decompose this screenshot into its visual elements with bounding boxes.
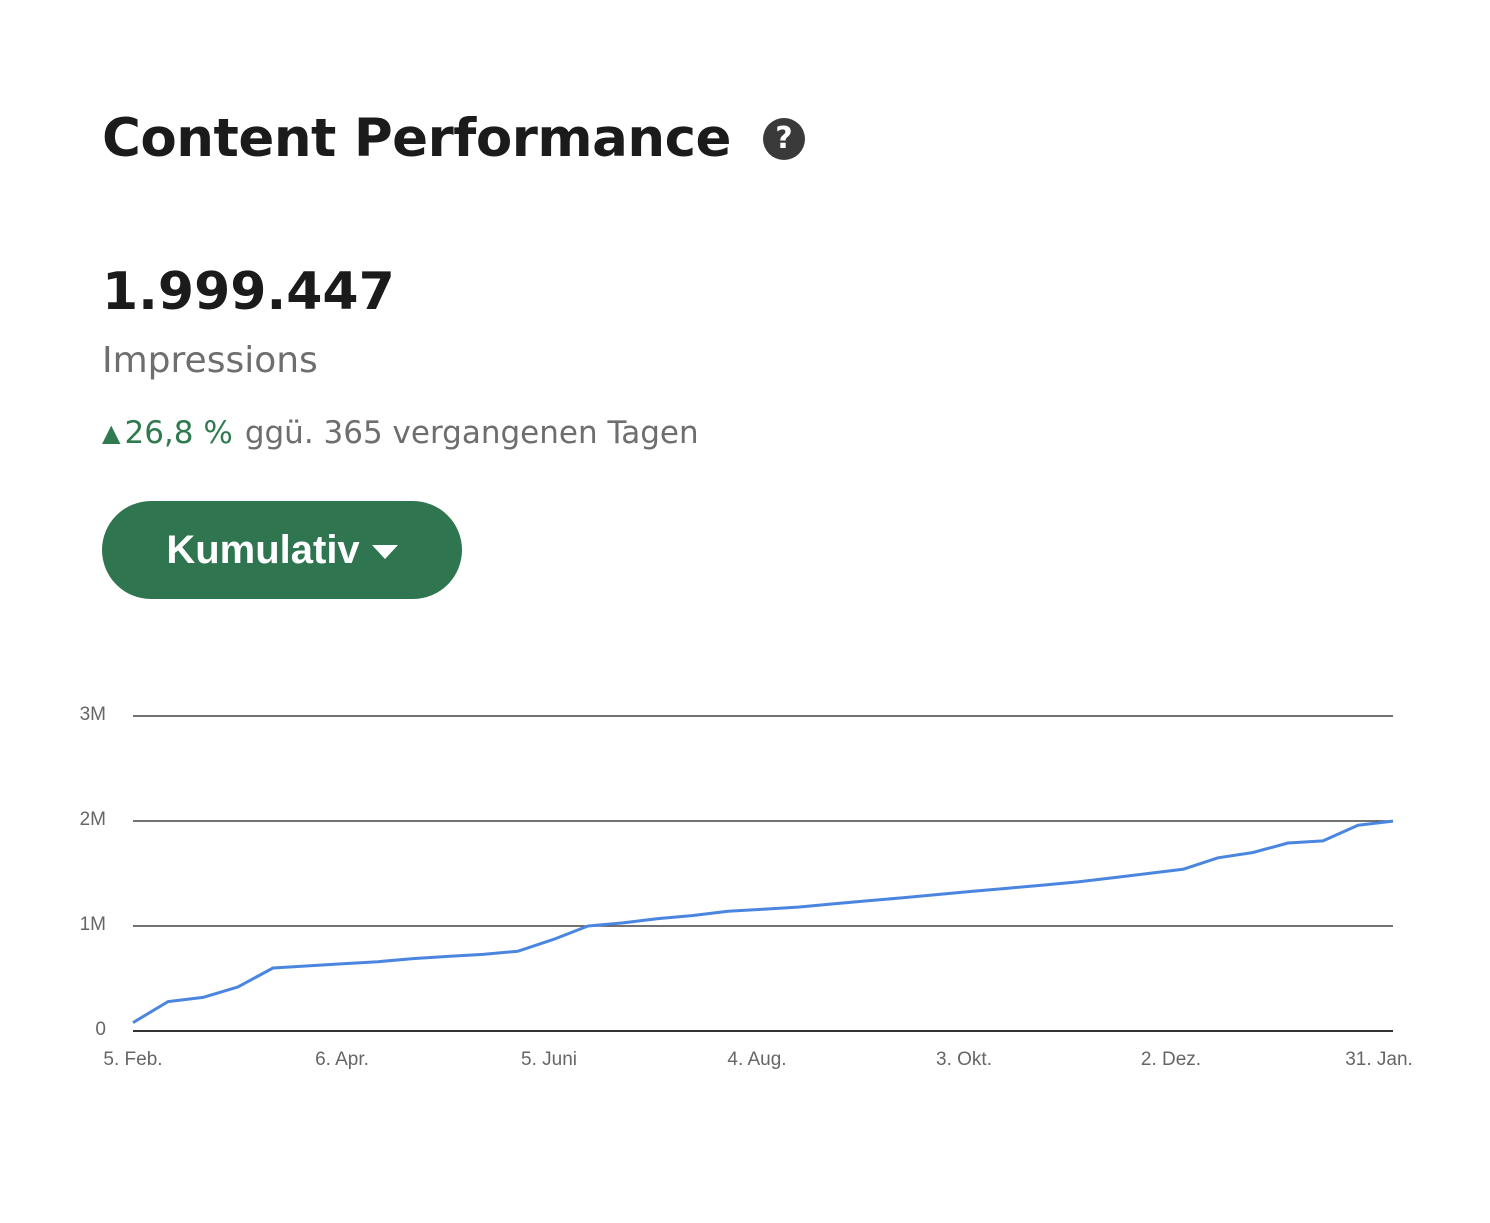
x-tick-label: 5. Feb. [103,1049,163,1070]
x-tick-label: 3. Okt. [936,1049,992,1070]
x-tick-label: 31. Jan. [1345,1049,1413,1070]
trend-indicator: ▲ 26,8 % ggü. 365 vergangenen Tagen [102,415,699,451]
impressions-line [132,819,1394,1024]
x-tick-label: 5. Juni [521,1049,577,1070]
y-tick-label: 0 [95,1019,106,1040]
trend-comparison-text: ggü. 365 vergangenen Tagen [244,415,699,451]
header: Content Performance ? [102,108,805,169]
impressions-label: Impressions [102,340,318,381]
page-title: Content Performance [102,108,731,169]
view-mode-label: Kumulativ [166,527,360,572]
chart-plot-area [132,715,1394,1032]
view-mode-dropdown[interactable]: Kumulativ [102,501,462,599]
trend-up-arrow-icon: ▲ [102,419,121,447]
x-tick-label: 6. Apr. [315,1049,369,1070]
y-tick-label: 2M [79,809,106,830]
x-tick-label: 2. Dez. [1140,1049,1202,1070]
question-circle-icon[interactable]: ? [762,117,805,160]
x-tick-label: 4. Aug. [727,1049,787,1070]
caret-down-icon [371,545,398,559]
impressions-chart: 0 1M 2M 3M 5. Feb. 6. Apr. 5. Juni 4. Aug. 3. O… [0,680,1490,1100]
y-tick-label: 3M [79,704,106,725]
trend-percent: 26,8 % [124,415,233,451]
y-tick-label: 1M [79,914,106,935]
impressions-value: 1.999.447 [102,262,395,322]
